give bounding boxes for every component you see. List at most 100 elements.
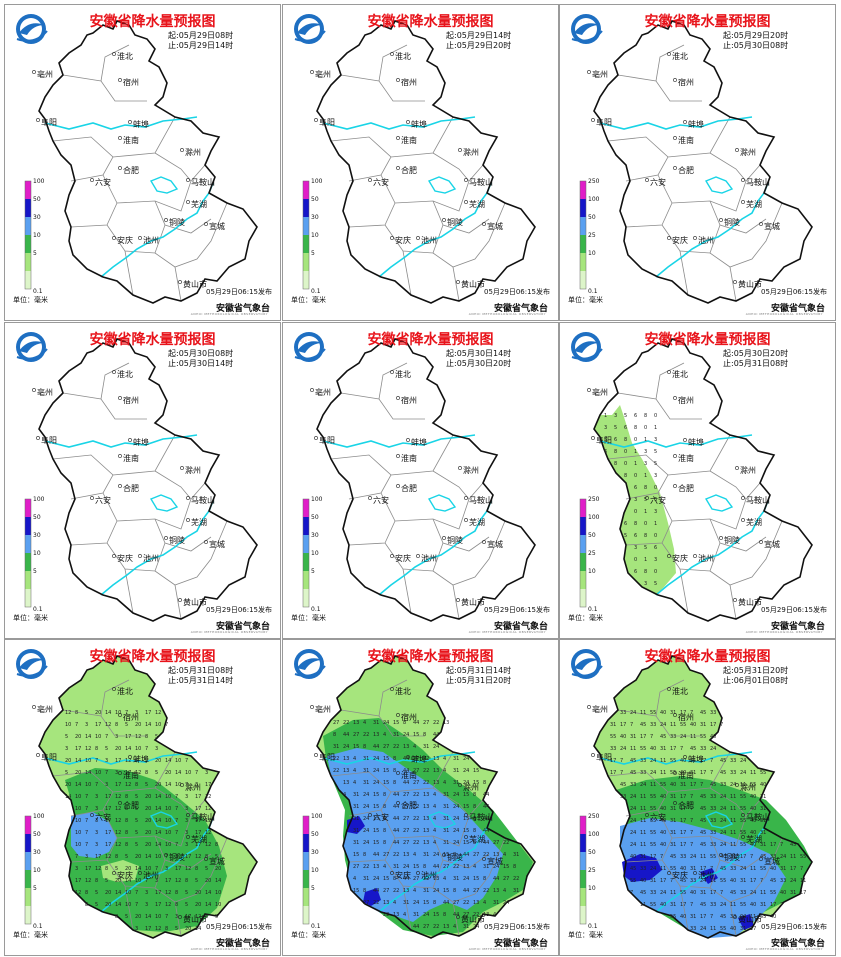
rain-value: 55 <box>740 830 747 836</box>
rain-value: 17 <box>750 926 757 932</box>
rain-value: 15 <box>353 888 360 894</box>
city-label: 合肥 <box>678 484 694 493</box>
start-time: 起:05月31日14时 <box>446 666 512 675</box>
city-dot <box>390 554 394 558</box>
city-dot <box>368 813 372 817</box>
legend-tick-label: 30 <box>311 849 319 856</box>
prefecture-boundary <box>709 835 767 869</box>
forecast-period: 起:05月30日08时 止:05月30日14时 <box>168 349 233 369</box>
legend-frame <box>302 815 310 925</box>
legend-swatch <box>25 870 31 888</box>
city-dot <box>464 835 468 839</box>
city-dot <box>416 236 420 240</box>
rain-value: 31 <box>353 828 360 834</box>
city-dot <box>456 280 460 284</box>
rain-value: 55 <box>700 734 707 740</box>
legend-frame <box>579 180 587 290</box>
legend-swatch <box>580 906 586 924</box>
rain-value: 8 <box>205 914 209 920</box>
prefecture-boundary <box>154 837 228 903</box>
city-dot <box>741 178 745 182</box>
rain-value: 7 <box>650 734 654 740</box>
rain-value: 13 <box>463 864 470 870</box>
rain-value: 8 <box>473 792 477 798</box>
rain-value: 13 <box>443 720 450 726</box>
rain-value: 10 <box>115 710 122 716</box>
rain-value: 17 <box>195 842 202 848</box>
city-label: 铜陵 <box>447 536 463 545</box>
rain-value: 5 <box>155 734 159 740</box>
prefecture-boundary <box>625 174 673 228</box>
rain-value: 20 <box>115 878 122 884</box>
city-dot <box>482 540 486 544</box>
rain-value: 14 <box>215 878 222 884</box>
rain-value: 8 <box>634 521 638 527</box>
rain-value: 3 <box>654 473 658 479</box>
rain-value: 11 <box>640 830 647 836</box>
rain-value: 44 <box>403 768 410 774</box>
rain-value: 44 <box>373 744 380 750</box>
city-dot <box>164 853 168 857</box>
rain-value: 17 <box>75 878 82 884</box>
rain-value: 20 <box>75 734 82 740</box>
city-label: 淮南 <box>678 454 694 463</box>
prefecture-boundary <box>106 542 166 572</box>
rain-value: 55 <box>670 866 677 872</box>
rain-value: 3 <box>185 818 189 824</box>
agency-subtitle: ANHUI METEOROLOGICAL OBSERVATORY <box>468 312 546 316</box>
rain-value: 14 <box>155 842 162 848</box>
legend-swatch <box>303 253 309 271</box>
rain-value: 31 <box>670 830 677 836</box>
rain-value: 10 <box>135 878 142 884</box>
city-label: 芜湖 <box>469 518 485 527</box>
rain-value: 8 <box>393 876 397 882</box>
city-dot <box>458 783 462 787</box>
rain-value: 14 <box>125 746 132 752</box>
rain-value: 5 <box>85 710 89 716</box>
rain-value: 45 <box>620 782 627 788</box>
rain-value: 33 <box>730 770 737 776</box>
rain-value: 31 <box>443 804 450 810</box>
rain-value: 24 <box>433 744 440 750</box>
rain-value: 12 <box>85 746 92 752</box>
prefecture-boundary <box>100 44 130 82</box>
rain-value: 14 <box>75 782 82 788</box>
rain-value: 31 <box>353 804 360 810</box>
issue-time: 05月29日06:15发布 <box>206 606 272 614</box>
city-dot <box>128 438 132 442</box>
city-label: 马鞍山 <box>191 813 215 822</box>
city-label: 合肥 <box>678 801 694 810</box>
rain-value: 44 <box>393 828 400 834</box>
rain-value: 45 <box>720 914 727 920</box>
rain-value: 31 <box>660 746 667 752</box>
city-label: 铜陵 <box>169 218 185 227</box>
rain-value: 55 <box>650 710 657 716</box>
legend-tick-label: 0.1 <box>311 288 321 295</box>
city-label: 阜阳 <box>319 436 335 445</box>
legend-tick-label: 100 <box>588 196 600 203</box>
province-map <box>294 649 536 939</box>
city-dot <box>390 687 394 691</box>
rain-value: 31 <box>760 818 767 824</box>
legend-tick-label: 0.1 <box>311 923 321 930</box>
rain-value: 44 <box>393 804 400 810</box>
rain-value: 8 <box>205 854 209 860</box>
rain-value: 4 <box>393 900 397 906</box>
rain-value: 55 <box>760 914 767 920</box>
rain-value: 8 <box>423 864 427 870</box>
rain-value: 27 <box>473 888 480 894</box>
rain-value: 17 <box>95 722 102 728</box>
rain-value: 15 <box>463 792 470 798</box>
legend-tick-label: 250 <box>588 496 600 503</box>
rain-value: 45 <box>700 806 707 812</box>
rain-value: 3 <box>145 902 149 908</box>
city-label: 淮北 <box>672 52 688 61</box>
rain-value: 22 <box>463 900 470 906</box>
panel-title: 安徽省降水量预报图 <box>89 14 216 30</box>
rain-value: 4 <box>353 756 357 762</box>
prefecture-boundary <box>625 809 673 863</box>
prefecture-boundary <box>340 392 425 420</box>
rain-value: 14 <box>155 830 162 836</box>
rain-value: 13 <box>433 768 440 774</box>
rain-value: 17 <box>145 710 152 716</box>
